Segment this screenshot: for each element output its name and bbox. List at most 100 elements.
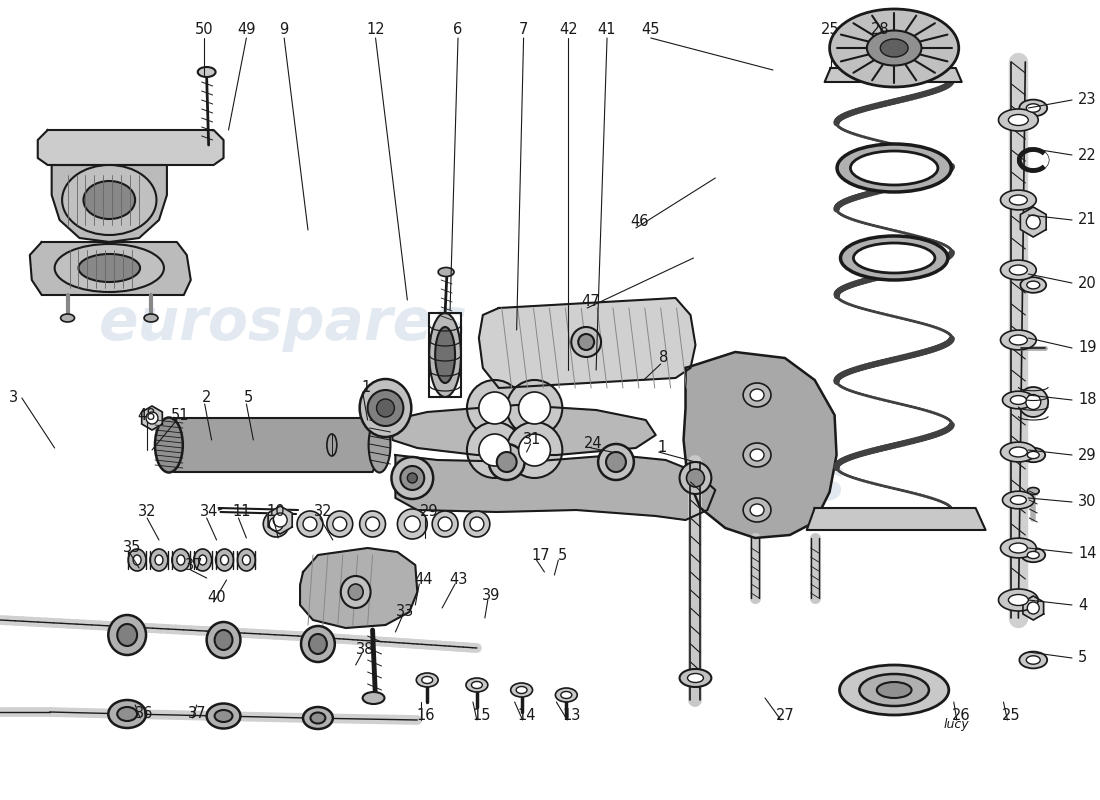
Text: 1: 1 <box>657 441 667 455</box>
Ellipse shape <box>1027 451 1040 458</box>
Text: 29: 29 <box>1078 447 1097 462</box>
Text: 13: 13 <box>562 709 581 723</box>
Ellipse shape <box>214 630 232 650</box>
Ellipse shape <box>150 549 168 571</box>
Ellipse shape <box>1020 651 1047 669</box>
Circle shape <box>367 390 404 426</box>
Ellipse shape <box>686 469 704 487</box>
Ellipse shape <box>1026 104 1041 112</box>
Ellipse shape <box>198 67 216 77</box>
Text: 40: 40 <box>207 590 226 606</box>
Ellipse shape <box>302 517 317 531</box>
Text: 30: 30 <box>1078 494 1097 510</box>
Ellipse shape <box>1010 265 1027 275</box>
Polygon shape <box>268 506 293 534</box>
Polygon shape <box>52 165 167 242</box>
Ellipse shape <box>518 392 550 424</box>
Ellipse shape <box>1009 594 1028 606</box>
Ellipse shape <box>1019 387 1048 417</box>
Ellipse shape <box>341 576 371 608</box>
Polygon shape <box>1023 596 1044 620</box>
Ellipse shape <box>407 473 417 483</box>
Ellipse shape <box>1027 551 1040 558</box>
Ellipse shape <box>221 555 229 565</box>
Ellipse shape <box>468 422 522 478</box>
Ellipse shape <box>1001 190 1036 210</box>
Polygon shape <box>37 130 223 165</box>
Text: 32: 32 <box>138 505 156 519</box>
Ellipse shape <box>263 511 289 537</box>
Text: 6: 6 <box>453 22 463 38</box>
Ellipse shape <box>688 674 703 682</box>
Ellipse shape <box>333 517 346 531</box>
Ellipse shape <box>144 314 158 322</box>
Text: 43: 43 <box>449 573 468 587</box>
Ellipse shape <box>118 624 138 646</box>
Ellipse shape <box>238 549 255 571</box>
Circle shape <box>1027 602 1040 614</box>
Ellipse shape <box>301 626 334 662</box>
Ellipse shape <box>397 509 427 539</box>
Polygon shape <box>683 352 836 538</box>
Ellipse shape <box>327 434 337 456</box>
Ellipse shape <box>55 244 164 292</box>
Ellipse shape <box>309 634 327 654</box>
Ellipse shape <box>438 267 454 277</box>
Ellipse shape <box>405 516 420 532</box>
Ellipse shape <box>478 434 510 466</box>
Ellipse shape <box>744 443 771 467</box>
Ellipse shape <box>680 462 712 494</box>
Ellipse shape <box>464 511 490 537</box>
Text: 7: 7 <box>519 22 528 38</box>
Ellipse shape <box>750 449 764 461</box>
Text: 36: 36 <box>135 706 153 722</box>
Text: 25: 25 <box>822 22 840 38</box>
Ellipse shape <box>1009 114 1028 126</box>
Text: 9: 9 <box>279 22 289 38</box>
Circle shape <box>1026 215 1041 229</box>
Ellipse shape <box>516 686 527 694</box>
Text: 41: 41 <box>597 22 616 38</box>
Text: 23: 23 <box>1078 93 1097 107</box>
Text: 39: 39 <box>482 589 500 603</box>
Text: 37: 37 <box>187 706 206 722</box>
Ellipse shape <box>579 334 594 350</box>
Ellipse shape <box>1021 548 1045 562</box>
Text: 10: 10 <box>267 505 286 519</box>
Ellipse shape <box>368 418 390 473</box>
Polygon shape <box>30 242 190 295</box>
Ellipse shape <box>1021 278 1046 293</box>
Text: 5: 5 <box>244 390 253 406</box>
Ellipse shape <box>1002 391 1034 409</box>
Ellipse shape <box>392 457 433 499</box>
Ellipse shape <box>302 707 333 729</box>
Text: 28: 28 <box>871 22 890 38</box>
Ellipse shape <box>327 511 353 537</box>
Ellipse shape <box>510 683 532 697</box>
Ellipse shape <box>598 444 634 480</box>
Text: 5: 5 <box>558 549 566 563</box>
Ellipse shape <box>436 327 455 383</box>
Text: eurospares: eurospares <box>99 295 469 352</box>
Ellipse shape <box>360 379 411 437</box>
Ellipse shape <box>1026 281 1039 289</box>
Ellipse shape <box>507 380 562 436</box>
Polygon shape <box>1021 207 1046 237</box>
Text: 14: 14 <box>517 709 536 723</box>
Ellipse shape <box>349 584 363 600</box>
Ellipse shape <box>999 589 1038 611</box>
Text: 32: 32 <box>314 505 332 519</box>
Ellipse shape <box>837 144 952 192</box>
Text: 24: 24 <box>584 437 603 451</box>
Text: 49: 49 <box>238 22 255 38</box>
Ellipse shape <box>750 504 764 516</box>
Ellipse shape <box>556 688 578 702</box>
Ellipse shape <box>1026 394 1041 410</box>
Text: 46: 46 <box>630 214 649 230</box>
Ellipse shape <box>242 555 251 565</box>
Ellipse shape <box>744 383 771 407</box>
Text: 51: 51 <box>170 407 189 422</box>
Text: 33: 33 <box>396 605 415 619</box>
Text: 47: 47 <box>581 294 600 310</box>
Polygon shape <box>806 508 986 530</box>
